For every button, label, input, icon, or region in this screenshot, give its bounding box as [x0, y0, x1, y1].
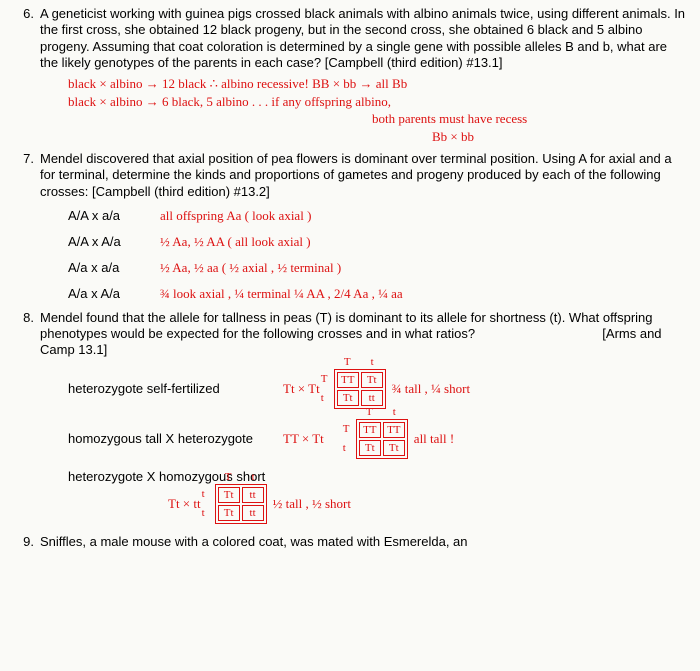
- q8-row-1-cross: TT × Tt: [283, 431, 324, 447]
- cell: Tt: [359, 440, 381, 456]
- q6-handwriting-1: black × albino → 12 black ∴ albino reces…: [68, 75, 688, 93]
- cell: Tt: [337, 390, 359, 406]
- question-7-body: 7. Mendel discovered that axial position…: [12, 151, 688, 200]
- question-8: 8. Mendel found that the allele for tall…: [12, 310, 688, 524]
- question-7-text: Mendel discovered that axial position of…: [40, 151, 688, 200]
- q8-row-0: heterozygote self-fertilized Tt × Tt Tt …: [68, 369, 688, 409]
- question-8-text: Mendel found that the allele for tallnes…: [40, 310, 688, 359]
- q8-row-1: homozygous tall X heterozygote TT × Tt T…: [68, 419, 688, 459]
- question-9-body: 9. Sniffles, a male mouse with a colored…: [12, 534, 688, 550]
- q8-row-0-cross: Tt × Tt: [283, 381, 320, 397]
- p-top-0: T: [216, 471, 241, 483]
- q8-row-2-result: ½ tall , ½ short: [273, 496, 351, 512]
- q7-row-0-label: A/A x a/a: [68, 208, 160, 223]
- p-top-1: t: [360, 356, 385, 368]
- p-left-0: t: [202, 485, 205, 504]
- p-top-0: T: [335, 356, 360, 368]
- p-top-0: T: [357, 406, 382, 418]
- q7-row-2-ans: ½ Aa, ½ aa ( ½ axial , ½ terminal ): [160, 260, 341, 276]
- q7-row-1-label: A/A x A/a: [68, 234, 160, 249]
- q7-row-1: A/A x A/a ½ Aa, ½ AA ( all look axial ): [68, 232, 688, 252]
- p-left-0: T: [321, 370, 328, 389]
- q7-row-0-ans: all offspring Aa ( look axial ): [160, 208, 311, 224]
- q8-main-text: Mendel found that the allele for tallnes…: [40, 310, 653, 341]
- q8-row-0-result: ¾ tall , ¼ short: [392, 381, 470, 397]
- q7-row-2: A/a x a/a ½ Aa, ½ aa ( ½ axial , ½ termi…: [68, 258, 688, 278]
- cell: Tt: [361, 372, 383, 388]
- question-6-number: 6.: [12, 6, 40, 71]
- p-top-1: t: [382, 406, 407, 418]
- q8-row-1-result: all tall !: [414, 431, 454, 447]
- q7-row-3: A/a x A/a ¾ look axial , ¼ terminal ¼ AA…: [68, 284, 688, 304]
- p-left-1: t: [202, 504, 205, 523]
- q8-row-0-punnett: Tt Tt TTTtTttt: [334, 369, 386, 409]
- cell: tt: [361, 390, 383, 406]
- p-left-0: T: [343, 420, 350, 439]
- cell: Tt: [218, 505, 240, 521]
- q6-handwriting-4: Bb × bb: [432, 128, 688, 146]
- question-6-text: A geneticist working with guinea pigs cr…: [40, 6, 688, 71]
- q8-row-2-cross: Tt × tt: [168, 496, 201, 512]
- question-9: 9. Sniffles, a male mouse with a colored…: [12, 534, 688, 550]
- question-9-number: 9.: [12, 534, 40, 550]
- p-left-1: t: [321, 389, 328, 408]
- question-6-body: 6. A geneticist working with guinea pigs…: [12, 6, 688, 71]
- cell: Tt: [383, 440, 405, 456]
- q8-row-1-punnett: Tt Tt TTTTTtTt: [356, 419, 408, 459]
- question-7: 7. Mendel discovered that axial position…: [12, 151, 688, 304]
- q6-handwriting-3: both parents must have recess: [372, 110, 688, 128]
- q7-row-2-label: A/a x a/a: [68, 260, 160, 275]
- question-9-text: Sniffles, a male mouse with a colored co…: [40, 534, 688, 550]
- cell: TT: [383, 422, 405, 438]
- cell: tt: [242, 487, 264, 503]
- q6-handwriting-2: black × albino → 6 black, 5 albino . . .…: [68, 93, 688, 111]
- p-left-1: t: [343, 439, 350, 458]
- cell: TT: [337, 372, 359, 388]
- cell: TT: [359, 422, 381, 438]
- q8-row-0-label: heterozygote self-fertilized: [68, 381, 283, 396]
- q7-row-0: A/A x a/a all offspring Aa ( look axial …: [68, 206, 688, 226]
- q7-row-3-ans: ¾ look axial , ¼ terminal ¼ AA , 2/4 Aa …: [160, 286, 403, 302]
- question-7-number: 7.: [12, 151, 40, 200]
- question-8-body: 8. Mendel found that the allele for tall…: [12, 310, 688, 359]
- q7-row-1-ans: ½ Aa, ½ AA ( all look axial ): [160, 234, 311, 250]
- q8-row-1-label: homozygous tall X heterozygote: [68, 431, 283, 446]
- q8-row-2: heterozygote X homozygous short Tt × tt …: [68, 469, 688, 524]
- q7-row-3-label: A/a x A/a: [68, 286, 160, 301]
- question-8-number: 8.: [12, 310, 40, 359]
- p-top-1: t: [241, 471, 266, 483]
- q8-row-2-punnett: Tt tt TtttTttt: [215, 484, 267, 524]
- cell: tt: [242, 505, 264, 521]
- cell: Tt: [218, 487, 240, 503]
- question-6: 6. A geneticist working with guinea pigs…: [12, 6, 688, 145]
